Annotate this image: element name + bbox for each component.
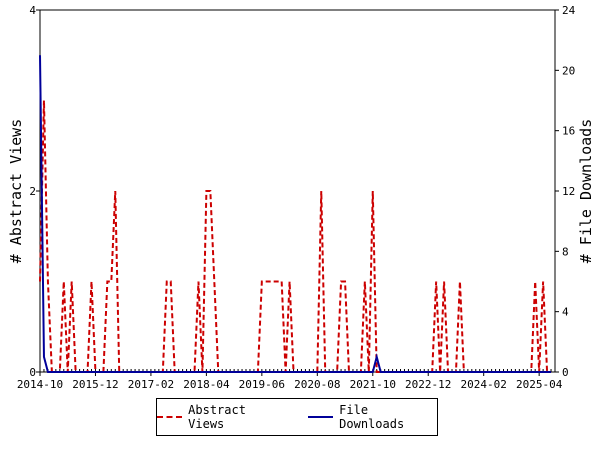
x-tick-label: 2015-12	[72, 378, 118, 391]
y2-tick-label: 16	[562, 125, 575, 138]
legend-label-abstract-views: Abstract Views	[188, 403, 246, 431]
y-tick-label: 0	[29, 366, 36, 379]
y2-tick-label: 20	[562, 64, 575, 77]
legend: Abstract Views File Downloads	[156, 398, 438, 436]
legend-swatch-file-downloads	[308, 416, 334, 418]
x-tick-label: 2020-08	[294, 378, 340, 391]
x-tick-label: 2014-10	[17, 378, 63, 391]
x-tick-label: 2024-02	[461, 378, 507, 391]
legend-swatch-abstract-views	[157, 416, 183, 418]
x-axis-ticks: 2014-10 2015-12 2017-02 2018-04 2019-06 2020-…	[17, 369, 563, 391]
series-line-file-downloads	[39, 55, 552, 373]
y-axis-ticks: 0 2 4	[29, 4, 40, 379]
y2-axis-ticks: 0 4 8 12 16 20 24	[555, 4, 576, 379]
plot-area	[39, 9, 556, 373]
x-tick-label: 2022-12	[405, 378, 451, 391]
legend-label-file-downloads: File Downloads	[339, 403, 405, 431]
legend-entry-file-downloads: File Downloads	[308, 403, 437, 431]
y2-tick-label: 0	[562, 366, 569, 379]
y-tick-label: 4	[29, 4, 36, 17]
x-tick-label: 2018-04	[183, 378, 230, 391]
x-tick-label: 2019-06	[239, 378, 285, 391]
x-tick-label: 2017-02	[128, 378, 174, 391]
y2-tick-label: 4	[562, 306, 569, 319]
y-axis-title: # Abstract Views	[7, 119, 25, 264]
x-tick-label: 2025-04	[516, 378, 563, 391]
legend-entry-abstract-views: Abstract Views	[157, 403, 286, 431]
y-tick-label: 2	[29, 185, 36, 198]
y2-tick-label: 12	[562, 185, 575, 198]
x-tick-label: 2021-10	[350, 378, 396, 391]
y2-tick-label: 24	[562, 4, 576, 17]
y2-tick-label: 8	[562, 245, 569, 258]
series-layer	[39, 55, 552, 373]
y2-axis-title: # File Downloads	[577, 119, 595, 264]
